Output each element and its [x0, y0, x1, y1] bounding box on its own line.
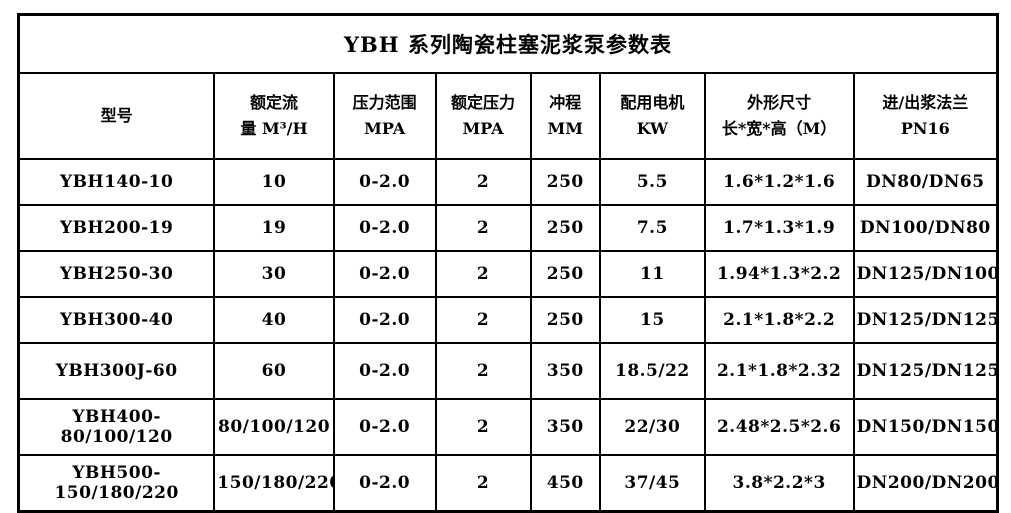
- column-header-3: 额定压力 MPA: [434, 72, 532, 160]
- document-page: YBH 系列陶瓷柱塞泥浆泵参数表 型号 额定流量 M³/H 压力范围 MPA 额定压力 M…: [17, 13, 999, 513]
- table-cell: 11: [599, 250, 706, 298]
- column-header-line: 外形尺寸: [747, 93, 812, 113]
- table-cell: 2: [434, 398, 532, 456]
- table-cell: 0-2.0: [332, 296, 437, 344]
- table-cell: 1.94*1.3*2.2: [703, 250, 855, 298]
- table-cell: 2: [434, 158, 532, 206]
- table-cell: 350: [529, 398, 601, 456]
- table-row: YBH250-30 30 0-2.0 2 250 11 1.94*1.3*2.2 DN125/…: [17, 250, 999, 298]
- table-cell: 3.8*2.2*3: [703, 454, 855, 513]
- table-title: YBH 系列陶瓷柱塞泥浆泵参数表: [17, 13, 999, 74]
- table-row: YBH500-150/180/220 150/180/220 0-2.0 2 450 37…: [17, 454, 999, 513]
- table-cell: DN200/DN200: [852, 454, 999, 513]
- table-cell: 2.1*1.8*2.2: [703, 296, 855, 344]
- table-cell: 0-2.0: [332, 454, 437, 513]
- column-header-line: 量 M³/H: [240, 119, 308, 138]
- table-cell: 5.5: [599, 158, 706, 206]
- column-header-line: MPA: [364, 119, 406, 138]
- table-cell: 30: [213, 250, 335, 298]
- column-header-line: 压力范围: [352, 93, 417, 113]
- table-cell: 1.6*1.2*1.6: [703, 158, 855, 206]
- table-cell: 250: [529, 158, 601, 206]
- table-cell: DN100/DN80: [852, 204, 999, 252]
- table-cell: 22/30: [599, 398, 706, 456]
- table-cell: 10: [213, 158, 335, 206]
- table-cell: 1.7*1.3*1.9: [703, 204, 855, 252]
- table-cell: 0-2.0: [332, 204, 437, 252]
- table-head: YBH 系列陶瓷柱塞泥浆泵参数表 型号 额定流量 M³/H 压力范围 MPA 额定压力 M…: [17, 13, 999, 160]
- model-cell: YBH400-80/100/120: [17, 398, 216, 456]
- table-row: YBH200-19 19 0-2.0 2 250 7.5 1.7*1.3*1.9 DN100/…: [17, 204, 999, 252]
- table-cell: 80/100/120: [213, 398, 335, 456]
- table-row: YBH300J-60 60 0-2.0 2 350 18.5/22 2.1*1.8*2.32…: [17, 342, 999, 400]
- column-header-line: MM: [547, 119, 583, 138]
- table-cell: 37/45: [599, 454, 706, 513]
- column-header-line: PN16: [900, 119, 950, 138]
- column-header-line: 型号: [100, 106, 133, 126]
- column-header-7: 进/出浆法兰 PN16: [852, 72, 999, 160]
- pump-parameter-table: YBH 系列陶瓷柱塞泥浆泵参数表 型号 额定流量 M³/H 压力范围 MPA 额定压力 M…: [17, 13, 999, 513]
- table-cell: 2.1*1.8*2.32: [703, 342, 855, 400]
- table-body: YBH140-10 10 0-2.0 2 250 5.5 1.6*1.2*1.6 DN80/D…: [17, 158, 999, 513]
- table-cell: 2: [434, 296, 532, 344]
- column-header-2: 压力范围 MPA: [332, 72, 437, 160]
- table-title-row: YBH 系列陶瓷柱塞泥浆泵参数表: [17, 13, 999, 74]
- column-header-4: 冲程 MM: [529, 72, 601, 160]
- table-cell: 0-2.0: [332, 398, 437, 456]
- table-cell: DN125/DN125: [852, 296, 999, 344]
- table-cell: 450: [529, 454, 601, 513]
- column-header-line: 冲程: [549, 93, 582, 113]
- column-header-line: MPA: [462, 119, 504, 138]
- table-cell: DN80/DN65: [852, 158, 999, 206]
- table-cell: DN125/DN125: [852, 342, 999, 400]
- table-cell: 150/180/220: [213, 454, 335, 513]
- table-cell: DN125/DN100: [852, 250, 999, 298]
- table-header-row: 型号 额定流量 M³/H 压力范围 MPA 额定压力 MPA 冲程 MM 配用电机 KW 外形尺寸长…: [17, 72, 999, 160]
- model-cell: YBH500-150/180/220: [17, 454, 216, 513]
- table-row: YBH140-10 10 0-2.0 2 250 5.5 1.6*1.2*1.6 DN80/D…: [17, 158, 999, 206]
- model-cell: YBH250-30: [17, 250, 216, 298]
- table-cell: 2: [434, 250, 532, 298]
- table-cell: 60: [213, 342, 335, 400]
- table-cell: 7.5: [599, 204, 706, 252]
- table-cell: 40: [213, 296, 335, 344]
- model-cell: YBH300J-60: [17, 342, 216, 400]
- column-header-line: KW: [636, 119, 669, 138]
- model-cell: YBH140-10: [17, 158, 216, 206]
- table-cell: 0-2.0: [332, 250, 437, 298]
- column-header-0: 型号: [17, 72, 216, 160]
- table-cell: 2: [434, 204, 532, 252]
- column-header-line: 配用电机: [620, 93, 685, 113]
- table-cell: 2: [434, 342, 532, 400]
- table-cell: 350: [529, 342, 601, 400]
- model-cell: YBH200-19: [17, 204, 216, 252]
- table-cell: 2.48*2.5*2.6: [703, 398, 855, 456]
- table-row: YBH400-80/100/120 80/100/120 0-2.0 2 350 22/3…: [17, 398, 999, 456]
- table-cell: 15: [599, 296, 706, 344]
- table-cell: 0-2.0: [332, 158, 437, 206]
- table-cell: 19: [213, 204, 335, 252]
- column-header-line: 进/出浆法兰: [882, 93, 969, 113]
- table-row: YBH300-40 40 0-2.0 2 250 15 2.1*1.8*2.2 DN125/D…: [17, 296, 999, 344]
- table-cell: 18.5/22: [599, 342, 706, 400]
- table-cell: 250: [529, 250, 601, 298]
- column-header-line: 额定压力: [451, 93, 516, 113]
- model-cell: YBH300-40: [17, 296, 216, 344]
- column-header-6: 外形尺寸长*宽*高（M）: [703, 72, 855, 160]
- column-header-line: 长*宽*高（M）: [721, 119, 837, 138]
- table-cell: 2: [434, 454, 532, 513]
- column-header-1: 额定流量 M³/H: [213, 72, 335, 160]
- table-cell: 250: [529, 204, 601, 252]
- column-header-5: 配用电机 KW: [599, 72, 706, 160]
- table-cell: 250: [529, 296, 601, 344]
- table-cell: DN150/DN150: [852, 398, 999, 456]
- column-header-line: 额定流: [250, 93, 299, 113]
- table-cell: 0-2.0: [332, 342, 437, 400]
